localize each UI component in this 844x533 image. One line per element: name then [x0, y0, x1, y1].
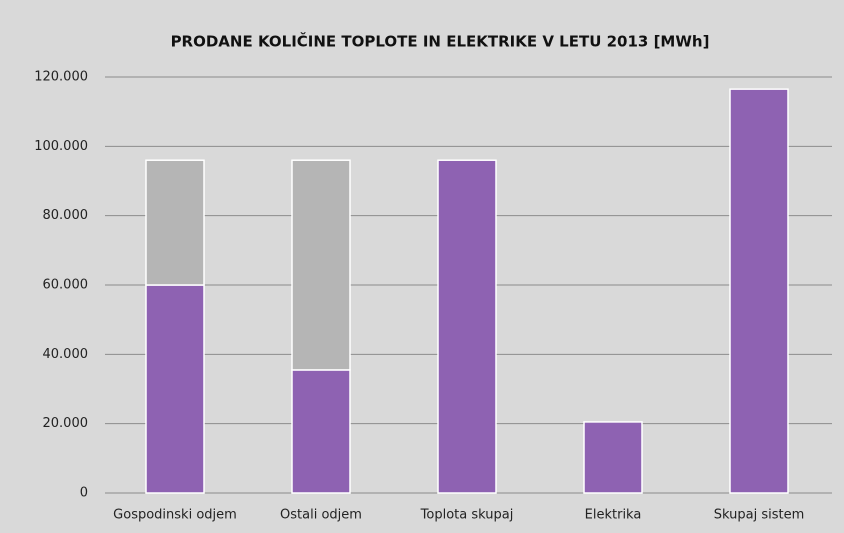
- bar: [729, 88, 789, 494]
- y-tick-label: 20.000: [43, 416, 89, 431]
- bar: [437, 159, 497, 494]
- bar: [291, 159, 351, 371]
- y-tick-label: 0: [80, 486, 88, 501]
- x-tick-label: Toplota skupaj: [420, 508, 514, 523]
- x-tick-label: Elektrika: [585, 508, 642, 523]
- y-tick-label: 120.000: [34, 70, 88, 85]
- y-tick-label: 80.000: [43, 208, 89, 223]
- bar: [145, 284, 205, 494]
- x-tick-label: Gospodinski odjem: [113, 508, 237, 523]
- bar: [145, 159, 205, 286]
- bar: [583, 421, 643, 494]
- x-tick-label: Ostali odjem: [280, 508, 362, 523]
- chart-title: PRODANE KOLIČINE TOPLOTE IN ELEKTRIKE V …: [171, 32, 710, 51]
- bar: [291, 369, 351, 494]
- y-tick-label: 40.000: [43, 347, 89, 362]
- y-tick-label: 100.000: [34, 139, 88, 154]
- y-tick-label: 60.000: [43, 278, 89, 293]
- x-tick-label: Skupaj sistem: [714, 508, 805, 523]
